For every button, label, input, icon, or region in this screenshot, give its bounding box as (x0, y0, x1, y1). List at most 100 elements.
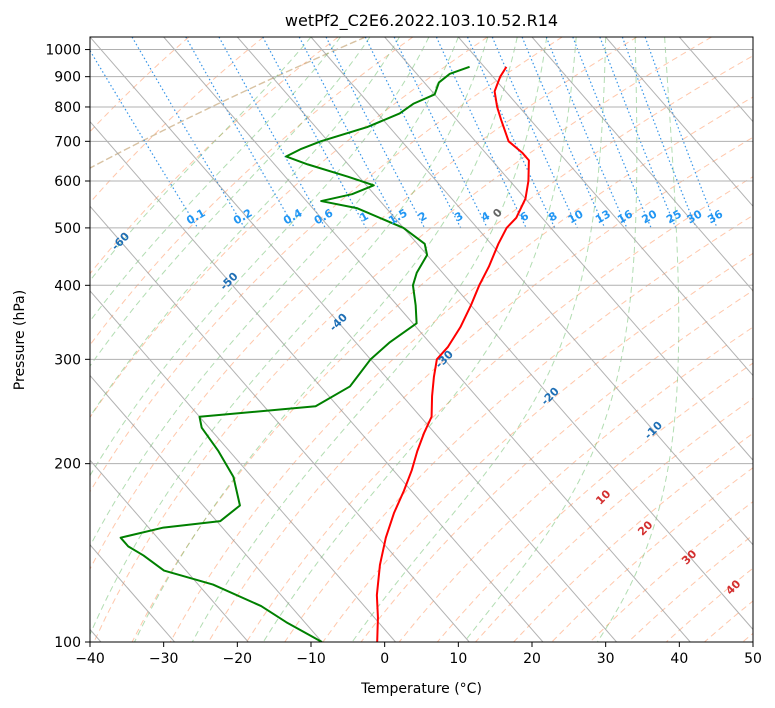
mixing-ratio-label: 16 (615, 207, 635, 226)
x-tick-label: −10 (296, 651, 326, 667)
isotherm-label: -60 (109, 229, 132, 252)
x-tick-label: 20 (523, 651, 541, 667)
x-axis-ticks: −40 −30 −20 −10 0 10 20 30 40 50 (75, 642, 762, 667)
isotherm-line (90, 120, 544, 642)
isotherm-label: -50 (217, 269, 240, 292)
mixing-ratio-label: 30 (685, 207, 705, 226)
mixing-ratio-line (521, 37, 606, 229)
y-tick-label: 300 (54, 352, 81, 368)
x-tick-label: 10 (449, 651, 467, 667)
dry-adiabat (93, 37, 712, 642)
y-tick-label: 600 (54, 174, 81, 190)
moist-adiabat (351, 37, 607, 642)
isotherms (90, 37, 753, 642)
isotherm-label: -10 (642, 418, 665, 441)
y-tick-label: 800 (54, 100, 81, 116)
profiles (119, 65, 530, 642)
isotherm-line (531, 37, 753, 292)
mixing-ratio-line (572, 37, 652, 229)
mixing-ratio-label: 6 (518, 209, 531, 224)
dry-adiabats (90, 37, 753, 642)
isotherm-label: -20 (539, 384, 562, 407)
chart-title: wetPf2_C2E6.2022.103.10.52.R14 (285, 11, 558, 31)
y-tick-label: 700 (54, 134, 81, 150)
mixing-ratio-lines (90, 37, 718, 229)
mixing-ratio-label: 0.1 (184, 206, 207, 227)
y-axis-title: Pressure (hPa) (12, 290, 28, 390)
y-tick-label: 200 (54, 457, 81, 473)
adiabat-label: 20 (635, 518, 655, 538)
isotherm-line (90, 459, 249, 642)
dewpoint-line (119, 65, 470, 642)
moist-adiabat (463, 37, 638, 642)
mixing-ratio-label: 0.6 (312, 206, 336, 227)
mixing-ratio-line (599, 37, 677, 229)
isotherm-line (90, 374, 323, 642)
x-tick-label: 50 (744, 651, 762, 667)
isotherm-line (236, 37, 753, 631)
dry-adiabat (589, 501, 753, 642)
adiabat-label: 10 (593, 487, 613, 507)
dry-adiabat (169, 96, 753, 642)
temperature-line (375, 66, 530, 642)
dry-adiabat (665, 567, 753, 642)
mixing-ratio-line (298, 37, 401, 229)
dry-adiabat (90, 37, 488, 419)
mixing-ratio-label: 8 (546, 209, 559, 224)
moist-adiabats (90, 37, 680, 642)
dry-adiabat (513, 432, 753, 642)
isotherm-line (163, 37, 691, 642)
moist-adiabat (90, 37, 459, 548)
moist-adiabat (134, 37, 518, 642)
zero-label: 0 (490, 206, 505, 221)
x-tick-label: −40 (75, 651, 105, 667)
moist-adiabat (90, 37, 430, 477)
x-tick-label: −20 (223, 651, 253, 667)
mixing-ratio-label: 36 (705, 207, 725, 226)
moist-adiabat (90, 37, 312, 282)
x-tick-label: 40 (670, 651, 688, 667)
moist-adiabat (596, 37, 680, 642)
y-tick-label: 900 (54, 70, 81, 86)
x-tick-label: 30 (597, 651, 615, 667)
isotherm-line (90, 37, 617, 642)
dry-adiabat (131, 55, 753, 642)
adiabat-label: 40 (723, 577, 743, 597)
boundary-curve (90, 37, 366, 169)
mixing-ratio-label: 13 (593, 207, 613, 226)
mixing-ratio-label: 1 (358, 209, 371, 224)
mixing-ratio-line (218, 37, 326, 229)
x-tick-label: 0 (380, 651, 389, 667)
y-tick-label: 1000 (45, 43, 81, 59)
isobars (90, 49, 753, 642)
dry-adiabat (436, 362, 753, 642)
mixing-ratio-line (621, 37, 697, 229)
y-tick-label: 400 (54, 278, 81, 294)
mixing-ratio-label: 0.4 (281, 206, 305, 227)
dry-adiabat (90, 37, 563, 493)
y-tick-label: 100 (54, 635, 81, 651)
isotherm-line (310, 37, 753, 546)
dry-adiabat (360, 289, 753, 642)
isotherm-line (90, 290, 396, 642)
mixing-ratio-label: 2 (416, 209, 429, 224)
dry-adiabat (90, 37, 339, 275)
dry-adiabat (90, 37, 264, 204)
dry-adiabat (246, 176, 753, 642)
moist-adiabat (90, 37, 371, 367)
plot-area: -100-90-80-70-60-50-40-30-20-100.10.20.4… (0, 37, 753, 642)
y-axis-ticks: 100 200 300 400 500 600 700 800 900 1000 (45, 43, 90, 651)
x-tick-label: −30 (149, 651, 179, 667)
moist-adiabat (90, 37, 341, 322)
plot-frame (89, 36, 754, 643)
y-tick-label: 500 (54, 221, 81, 237)
isotherm-label: -70 (0, 185, 20, 208)
dry-adiabat (90, 37, 190, 133)
isotherm-line (605, 37, 753, 208)
mixing-ratio-line (364, 37, 462, 229)
mixing-ratio-label: 20 (639, 207, 659, 226)
moist-adiabat (191, 37, 548, 642)
isotherm-line (457, 37, 753, 377)
dry-adiabat (551, 467, 753, 642)
